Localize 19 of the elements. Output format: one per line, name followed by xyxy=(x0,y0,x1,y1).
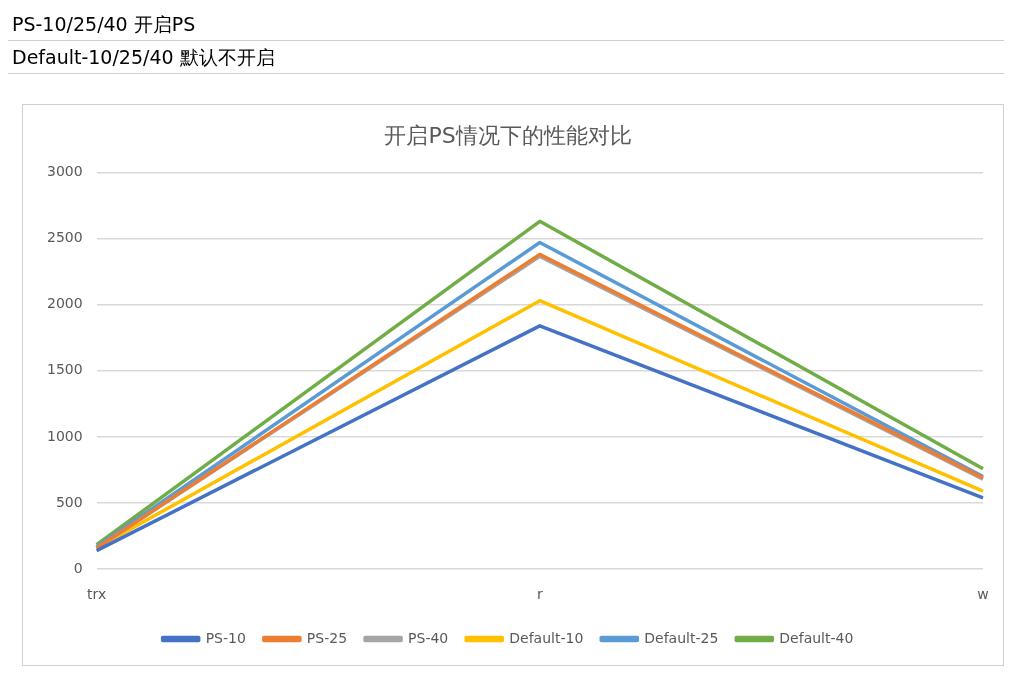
legend-label: PS-40 xyxy=(408,629,449,646)
chart-title: 开启PS情况下的性能对比 xyxy=(384,122,632,148)
y-tick-label: 0 xyxy=(73,559,83,576)
y-tick-label: 2000 xyxy=(46,295,83,312)
y-tick-label: 3000 xyxy=(46,163,83,180)
x-tick-label: trx xyxy=(87,586,107,603)
text: PS-10/25/40 开启PS xyxy=(8,8,1004,41)
y-tick-label: 2500 xyxy=(46,229,83,246)
x-tick-label: r xyxy=(536,586,543,603)
legend-label: Default-40 xyxy=(779,629,854,646)
y-tick-label: 1000 xyxy=(46,427,83,444)
text: Default-10/25/40 默认不开启 xyxy=(8,41,1004,74)
legend-label: Default-10 xyxy=(509,629,584,646)
legend-label: Default-25 xyxy=(644,629,719,646)
legend-label: PS-10 xyxy=(205,629,246,646)
x-tick-label: w xyxy=(977,586,989,603)
legend-label: PS-25 xyxy=(306,629,348,646)
y-tick-label: 500 xyxy=(55,493,83,510)
y-tick-label: 1500 xyxy=(46,361,83,378)
